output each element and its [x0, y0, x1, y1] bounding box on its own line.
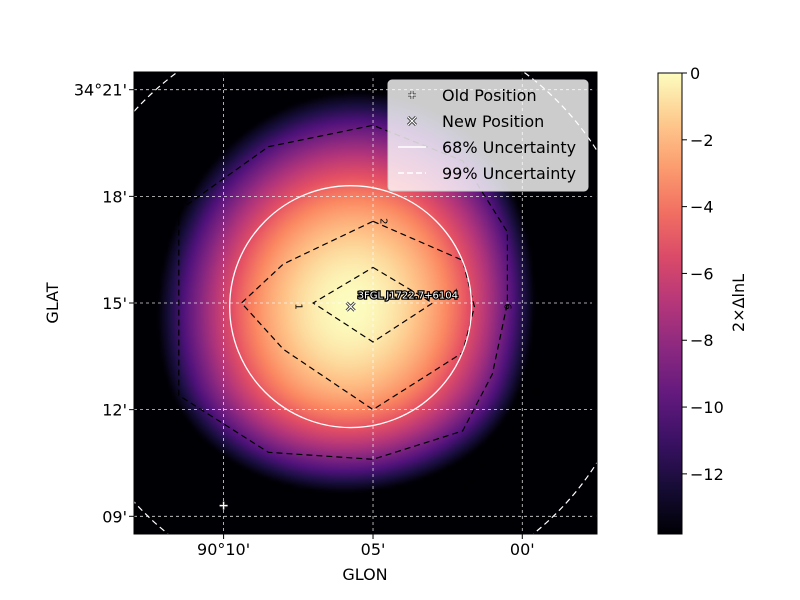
colorbar-tick-label: −8 [690, 331, 714, 350]
legend-item-old-position: Old Position [408, 86, 537, 105]
colorbar-label: 2×ΔlnL [729, 274, 748, 332]
x-tick-label: 00' [510, 540, 535, 559]
old-position-marker [219, 501, 228, 510]
contour-line [312, 266, 434, 343]
legend-label: New Position [442, 112, 544, 131]
colorbar-tick-label: −2 [690, 131, 714, 150]
y-axis-label: GLAT [43, 282, 62, 323]
contour-label: 9 [531, 389, 542, 395]
x-tick-label: 05' [361, 540, 386, 559]
y-axis-ticks: 34°21' 18' 15' 12' 09' [74, 81, 597, 526]
legend-item-99-uncertainty: 99% Uncertainty [398, 164, 576, 183]
uncertainty-circles [134, 72, 597, 534]
legend-item-new-position: New Position [406, 112, 544, 131]
contour-label: 2 [377, 218, 388, 224]
uncertainty-68-circle [229, 185, 473, 429]
legend-label: 68% Uncertainty [442, 138, 576, 157]
legend-box [387, 79, 589, 192]
x-tick-label: 90°10' [197, 540, 250, 559]
source-label-halo: 3FGL J1722.7+6104 [358, 291, 458, 302]
ts-contours: 2 1 6 9 [178, 124, 542, 492]
plus-icon [408, 91, 416, 99]
colorbar-ticks: 0 −2 −4 −6 −8 −10 −12 [682, 64, 724, 484]
legend-item-68-uncertainty: 68% Uncertainty [398, 138, 576, 157]
y-tick-label: 15' [102, 294, 127, 313]
colorbar-tick-label: −4 [690, 198, 714, 217]
colorbar-tick-label: −12 [690, 465, 724, 484]
y-tick-label: 18' [102, 187, 127, 206]
y-tick-label: 34°21' [74, 81, 127, 100]
x-axis-label: GLON [342, 565, 387, 584]
contour-label: 1 [292, 303, 303, 309]
contour-line [178, 124, 508, 460]
source-label: 3FGL J1722.7+6104 [358, 291, 458, 302]
colorbar-gradient [657, 72, 683, 535]
colorbar: 0 −2 −4 −6 −8 −10 −12 2×ΔlnL [657, 64, 748, 535]
contour-line [240, 220, 476, 411]
y-tick-label: 12' [102, 401, 127, 420]
y-tick-label: 09' [102, 507, 127, 526]
contour-label: 6 [501, 303, 512, 309]
colorbar-tick-label: −10 [690, 398, 724, 417]
colorbar-tick-label: −6 [690, 264, 714, 283]
colorbar-tick-label: 0 [690, 64, 700, 83]
x-axis-ticks: 90°10' 05' 00' [197, 72, 535, 559]
new-position-marker [345, 301, 356, 312]
legend-label: Old Position [442, 86, 537, 105]
x-marker-icon [406, 115, 418, 127]
legend-label: 99% Uncertainty [442, 164, 576, 183]
legend: Old Position New Position 68% Uncertaint… [387, 79, 589, 192]
